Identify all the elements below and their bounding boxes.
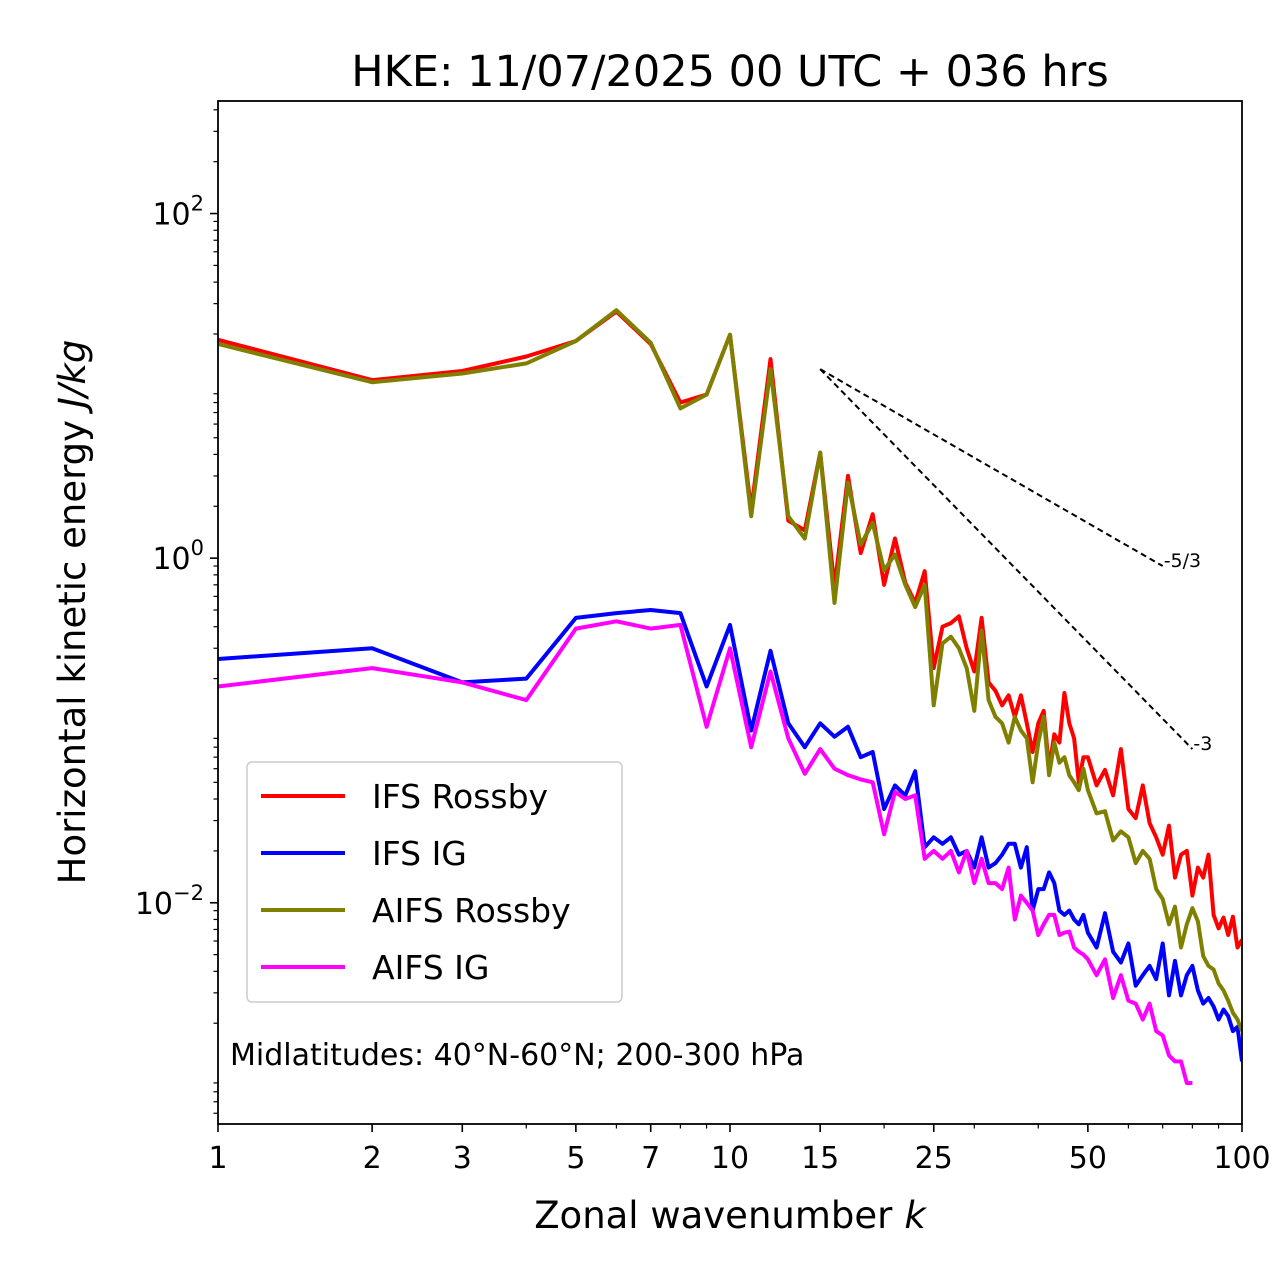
y-tick-base: 10 [152, 198, 190, 233]
x-axis-variable: k [904, 1194, 927, 1237]
series-line-aifs-rossby [218, 308, 1242, 1032]
legend-label-ifs-rossby: IFS Rossby [372, 777, 548, 816]
y-axis-title-text: Horizontal kinetic energy [51, 420, 94, 884]
x-tick-label: 10 [711, 1141, 749, 1176]
x-tick-label: 1 [208, 1141, 227, 1176]
slope-reference-line [819, 368, 1164, 567]
y-tick-exponent: 0 [191, 536, 204, 560]
legend: IFS Rossby IFS IG AIFS Rossby AIFS IG [246, 761, 623, 1003]
legend-box [246, 761, 623, 1003]
series-lines [218, 308, 1242, 1085]
slope-labels: -5/3 -3 [1164, 550, 1213, 755]
y-axis-unit: J/kg [51, 340, 94, 415]
x-tick-label: 25 [915, 1141, 953, 1176]
x-tick-label: 100 [1213, 1141, 1270, 1176]
series-line-aifs-ig [218, 619, 1193, 1085]
y-tick-label: 10−2 [135, 881, 204, 922]
x-tick-label: 5 [566, 1141, 585, 1176]
legend-label-aifs-ig: AIFS IG [372, 948, 489, 987]
x-axis-title: Zonal wavenumber k [534, 1194, 927, 1237]
x-tick-label: 50 [1069, 1141, 1107, 1176]
y-tick-exponent: −2 [173, 881, 204, 905]
x-tick-label: 7 [641, 1141, 660, 1176]
plot-frame [217, 100, 1243, 1125]
y-axis-title: Horizontal kinetic energy J/kg [51, 340, 94, 885]
chart-title: HKE: 11/07/2025 00 UTC + 036 hrs [351, 47, 1108, 97]
legend-label-ifs-ig: IFS IG [372, 834, 467, 873]
x-tick-label: 15 [801, 1141, 839, 1176]
slope-label: -5/3 [1164, 550, 1201, 572]
series-line-ifs-ig [218, 608, 1242, 1062]
x-tick-label: 2 [363, 1141, 382, 1176]
y-tick-base: 10 [152, 542, 190, 577]
x-axis-title-text: Zonal wavenumber [534, 1194, 893, 1237]
legend-label-aifs-rossby: AIFS Rossby [372, 891, 571, 930]
slope-reference-line [819, 368, 1194, 750]
y-tick-exponent: 2 [191, 192, 204, 216]
region-annotation: Midlatitudes: 40°N-60°N; 200-300 hPa [230, 1038, 804, 1073]
slope-label: -3 [1193, 733, 1212, 755]
y-tick-label: 102 [152, 192, 204, 233]
slope-reference-lines [819, 368, 1194, 750]
y-tick-base: 10 [135, 887, 173, 922]
major-ticks [210, 212, 1243, 1132]
y-tick-label: 100 [152, 536, 204, 577]
x-tick-label: 3 [453, 1141, 472, 1176]
